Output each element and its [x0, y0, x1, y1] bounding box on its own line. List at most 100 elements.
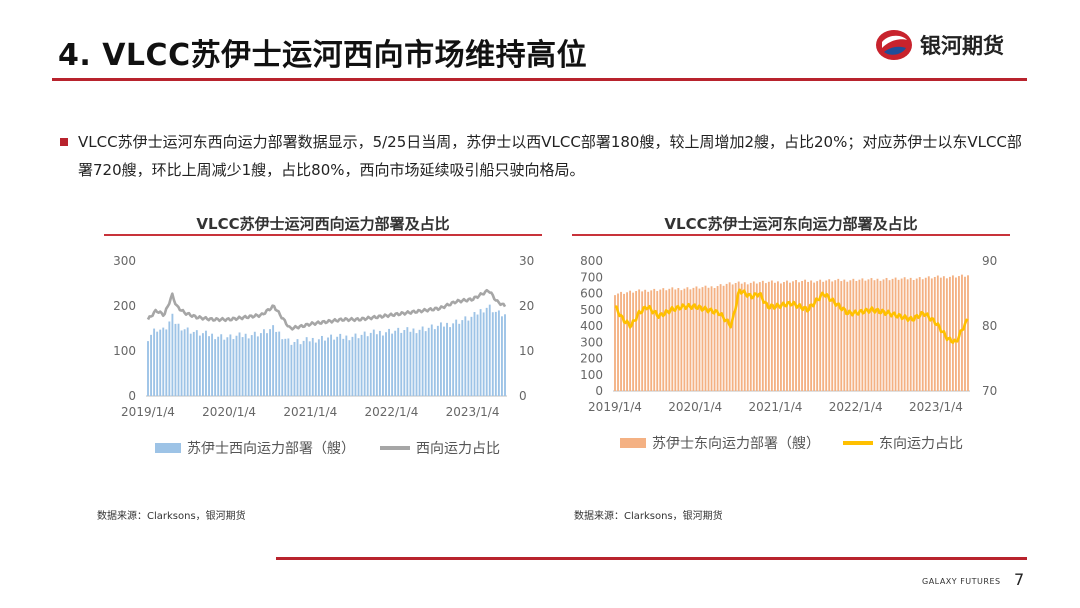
- bar-mark: [357, 338, 360, 396]
- bar-mark: [205, 330, 207, 396]
- bar-mark: [933, 276, 936, 391]
- bar-mark: [719, 284, 722, 391]
- bar-mark: [269, 329, 271, 396]
- bar-mark: [728, 282, 731, 391]
- bar-mark: [369, 332, 372, 396]
- bar-mark: [650, 290, 653, 391]
- bar-mark: [930, 278, 933, 391]
- bar-mark: [183, 329, 186, 396]
- bar-mark: [647, 291, 650, 391]
- y-left-tick-label: 800: [580, 254, 603, 268]
- bar-mark: [156, 331, 159, 396]
- bar-mark: [375, 334, 378, 396]
- source-note-east: 数据来源：Clarksons，银河期货: [574, 511, 723, 522]
- bar-mark: [186, 327, 189, 396]
- bar-mark: [752, 281, 755, 391]
- bar-mark: [378, 330, 381, 396]
- bar-mark: [964, 276, 966, 391]
- bar-mark: [284, 338, 287, 396]
- bar-mark: [689, 289, 692, 391]
- y-left-tick-label: 100: [113, 344, 136, 358]
- bar-mark: [780, 283, 782, 391]
- bar-mark: [801, 280, 803, 391]
- bar-mark: [473, 312, 476, 396]
- bar-mark: [638, 289, 641, 391]
- bar-mark: [165, 329, 168, 396]
- bar-mark: [250, 335, 253, 396]
- bullet-square-icon: [60, 138, 68, 146]
- bar-mark: [680, 290, 683, 391]
- bar-mark: [629, 290, 632, 391]
- bar-mark: [153, 328, 156, 396]
- bar-mark: [488, 304, 491, 396]
- bar-mark: [299, 344, 302, 396]
- bar-mark: [433, 329, 436, 396]
- series-line: [614, 288, 969, 344]
- bar-mark: [342, 338, 345, 396]
- bar-mark: [852, 278, 855, 391]
- bar-mark: [467, 320, 470, 396]
- bar-mark: [831, 281, 834, 391]
- bar-mark: [259, 333, 262, 396]
- bar-mark: [740, 283, 743, 391]
- legend-label-bar: 苏伊士东向运力部署（艘）: [652, 436, 820, 452]
- bar-mark: [241, 337, 244, 396]
- bar-mark: [159, 329, 162, 396]
- bar-mark: [388, 328, 390, 396]
- bar-mark: [843, 279, 846, 391]
- bar-mark: [266, 333, 268, 396]
- bar-mark: [302, 340, 305, 396]
- bar-mark: [324, 340, 326, 396]
- body-paragraph: VLCC苏伊士运河东西向运力部署数据显示，5/25日当周，苏伊士以西VLCC部署…: [78, 133, 1022, 179]
- bar-mark: [211, 333, 214, 396]
- x-tick-label: 2022/1/4: [829, 400, 883, 414]
- y-left-tick-label: 600: [580, 287, 603, 301]
- bar-mark: [345, 335, 348, 396]
- bar-mark: [885, 277, 888, 391]
- y-left-tick-label: 200: [113, 299, 136, 313]
- bar-mark: [822, 281, 825, 391]
- bar-mark: [951, 275, 954, 391]
- y-left-tick-label: 100: [580, 368, 603, 382]
- bar-mark: [189, 333, 192, 396]
- y-right-tick-label: 0: [519, 389, 527, 403]
- bar-mark: [223, 339, 226, 396]
- bar-mark: [837, 278, 840, 392]
- bar-mark: [168, 321, 171, 396]
- y-left-tick-label: 0: [595, 384, 603, 398]
- x-tick-label: 2023/1/4: [446, 405, 500, 419]
- bar-mark: [755, 283, 758, 391]
- chart-title-east: VLCC苏伊士运河东向运力部署及占比: [664, 215, 918, 233]
- bar-mark: [858, 279, 861, 391]
- bar-mark: [476, 314, 479, 396]
- bar-mark: [855, 280, 858, 391]
- bar-mark: [707, 287, 710, 391]
- bar-mark: [653, 288, 656, 391]
- bar-mark: [363, 331, 366, 396]
- bar-mark: [150, 334, 152, 396]
- bar-mark: [180, 330, 183, 396]
- bar-mark: [870, 278, 873, 391]
- bar-mark: [903, 277, 906, 391]
- bar-mark: [455, 319, 458, 396]
- x-tick-label: 2022/1/4: [364, 405, 418, 419]
- bar-mark: [446, 322, 448, 396]
- bar-mark: [330, 334, 333, 396]
- legend-bar-swatch: [155, 443, 181, 453]
- bar-mark: [424, 331, 427, 396]
- bar-mark: [436, 325, 439, 396]
- bar-mark: [716, 286, 719, 391]
- bar-mark: [698, 288, 701, 391]
- bar-mark: [418, 329, 421, 396]
- bar-mark: [773, 282, 776, 391]
- bar-mark: [915, 278, 918, 391]
- bar-mark: [924, 277, 927, 391]
- bar-mark: [909, 277, 912, 391]
- bar-mark: [746, 284, 749, 391]
- legend-label-line: 西向运力占比: [416, 441, 500, 457]
- legend-label-line: 东向运力占比: [879, 436, 963, 452]
- bar-mark: [458, 323, 461, 396]
- series-line: [146, 288, 507, 331]
- bar-mark: [743, 282, 746, 391]
- y-right-tick-label: 70: [982, 384, 997, 398]
